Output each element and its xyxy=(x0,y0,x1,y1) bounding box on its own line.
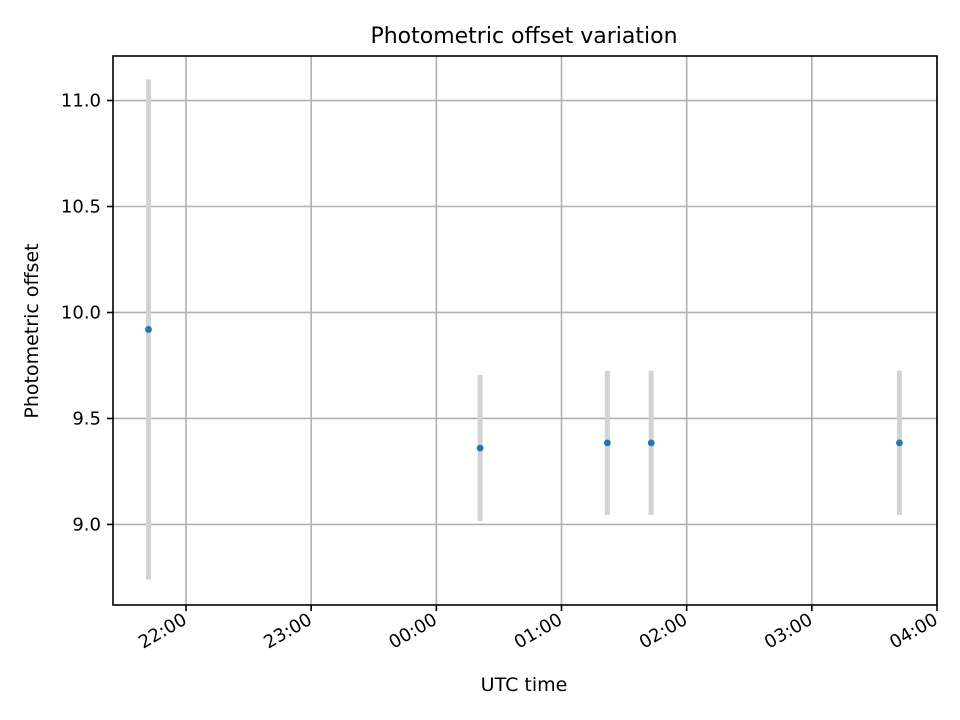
y-tick-label: 9.5 xyxy=(72,408,101,429)
x-axis-ticks: 22:00 23:00 00:00 01:00 02:00 03:00 04:00 xyxy=(135,605,942,653)
data-point xyxy=(604,439,611,447)
data-point xyxy=(896,439,903,447)
y-tick-label: 9.0 xyxy=(72,514,101,535)
x-tick-label: 22:00 xyxy=(135,609,190,653)
plot-frame xyxy=(112,55,938,606)
grid xyxy=(113,56,938,605)
data-point xyxy=(476,444,484,452)
y-tick-label: 11.0 xyxy=(61,91,101,112)
y-tick-label: 10.5 xyxy=(61,196,101,217)
y-axis-label: Photometric offset xyxy=(21,243,43,418)
data-points xyxy=(145,326,903,452)
x-tick-label: 23:00 xyxy=(260,609,315,653)
x-tick-label: 01:00 xyxy=(511,609,566,653)
x-tick-label: 02:00 xyxy=(636,609,691,653)
error-bars xyxy=(145,79,902,580)
x-axis-label: UTC time xyxy=(481,674,568,696)
y-tick-label: 10.0 xyxy=(61,302,101,323)
data-point xyxy=(647,439,655,447)
data-point xyxy=(145,326,152,333)
chart-title: Photometric offset variation xyxy=(370,24,677,49)
x-tick-label: 00:00 xyxy=(385,609,440,653)
y-axis-ticks: 9.0 9.5 10.0 10.5 11.0 xyxy=(61,91,113,535)
x-tick-label: 04:00 xyxy=(886,609,941,653)
x-tick-label: 03:00 xyxy=(761,609,816,653)
